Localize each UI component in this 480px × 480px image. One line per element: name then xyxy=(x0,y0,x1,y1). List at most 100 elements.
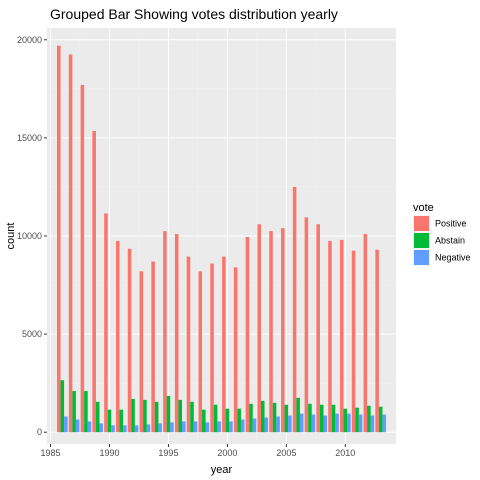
bar-abstain xyxy=(84,391,88,433)
x-tick-label: 1990 xyxy=(99,448,119,458)
bar-abstain xyxy=(213,404,218,433)
bar-positive xyxy=(233,267,238,433)
bar-negative xyxy=(358,414,363,433)
y-tick-label: 15000 xyxy=(17,133,42,143)
bar-abstain xyxy=(166,395,171,433)
bar-positive xyxy=(210,263,214,433)
bar-abstain xyxy=(72,391,76,433)
bar-abstain xyxy=(331,404,336,433)
bar-abstain xyxy=(154,401,159,433)
bar-positive xyxy=(363,234,368,433)
bar-negative xyxy=(123,425,127,433)
legend: vote Positive Abstain Negative xyxy=(413,202,471,266)
bar-positive xyxy=(115,240,120,433)
x-tick-label: 1995 xyxy=(158,448,178,458)
bar-abstain xyxy=(202,409,206,433)
bar-negative xyxy=(193,421,198,433)
bar-negative xyxy=(217,421,221,433)
y-tick-label: 5000 xyxy=(22,329,42,339)
legend-label-negative: Negative xyxy=(435,253,471,263)
bar-positive xyxy=(104,213,108,433)
legend-label-abstain: Abstain xyxy=(435,236,465,246)
bar-positive xyxy=(57,45,61,433)
bar-positive xyxy=(328,240,332,433)
bar-negative xyxy=(252,418,257,433)
x-tick-label: 2005 xyxy=(276,448,296,458)
bar-positive xyxy=(92,131,96,433)
bar-positive xyxy=(351,250,356,433)
bar-positive xyxy=(304,217,309,433)
bar-positive xyxy=(174,234,179,433)
bar-abstain xyxy=(178,399,183,433)
bar-abstain xyxy=(367,405,371,433)
bar-positive xyxy=(151,261,155,433)
bar-negative xyxy=(370,415,375,433)
bar-abstain xyxy=(225,408,230,433)
bar-abstain xyxy=(119,409,124,433)
bar-negative xyxy=(382,414,386,433)
chart-title: Grouped Bar Showing votes distribution y… xyxy=(50,6,338,22)
bar-positive xyxy=(198,271,203,433)
bar-negative xyxy=(182,421,186,433)
bar-negative xyxy=(64,416,68,433)
legend-title: vote xyxy=(413,202,434,214)
axis-ticks: 1985 1990 1995 2000 2005 2010 0 5000 10000 15000 2… xyxy=(17,35,355,458)
bar-positive xyxy=(339,239,344,433)
bar-negative xyxy=(229,421,233,433)
bar-abstain xyxy=(272,402,277,433)
bar-positive xyxy=(269,231,273,433)
bar-abstain xyxy=(319,404,324,433)
x-tick-label: 2010 xyxy=(335,448,355,458)
y-tick-label: 10000 xyxy=(17,231,42,241)
bar-positive xyxy=(163,231,167,433)
legend-swatch-abstain xyxy=(414,233,429,248)
bar-positive xyxy=(292,186,297,433)
bar-negative xyxy=(75,419,80,433)
grid-lines xyxy=(47,28,396,444)
bar-negative xyxy=(335,413,339,433)
bar-abstain xyxy=(237,408,241,433)
bar-abstain xyxy=(107,409,112,433)
bar-positive xyxy=(80,84,85,433)
bar-negative xyxy=(288,415,292,433)
x-axis-title: year xyxy=(211,464,233,476)
bar-negative xyxy=(323,415,328,433)
bar-abstain xyxy=(260,400,265,433)
legend-swatch-negative xyxy=(414,250,429,265)
bar-negative xyxy=(99,423,104,433)
y-tick-label: 20000 xyxy=(17,35,42,45)
bars xyxy=(57,45,386,433)
bar-negative xyxy=(146,424,151,433)
bar-positive xyxy=(139,271,144,433)
bar-abstain xyxy=(60,380,65,433)
bar-abstain xyxy=(249,403,253,433)
bar-abstain xyxy=(95,401,100,433)
bar-positive xyxy=(186,256,191,433)
bar-positive xyxy=(257,224,261,433)
bar-positive xyxy=(222,256,226,433)
bar-negative xyxy=(134,425,139,433)
bar-abstain xyxy=(143,399,147,433)
bar-positive xyxy=(375,249,379,433)
x-tick-label: 1985 xyxy=(41,448,61,458)
bar-negative xyxy=(87,421,92,433)
bar-positive xyxy=(281,228,285,433)
bar-negative xyxy=(264,417,269,433)
bar-abstain xyxy=(378,406,383,433)
bar-abstain xyxy=(308,403,312,433)
bar-abstain xyxy=(355,407,359,433)
bar-negative xyxy=(111,425,115,433)
y-tick-label: 0 xyxy=(37,427,42,437)
bar-negative xyxy=(311,414,316,433)
bar-negative xyxy=(299,413,304,433)
bar-abstain xyxy=(296,397,300,433)
legend-swatch-positive xyxy=(414,216,429,231)
y-axis-title: count xyxy=(5,223,17,250)
bar-positive xyxy=(245,236,250,433)
bar-negative xyxy=(347,413,351,433)
bar-negative xyxy=(170,422,174,433)
bar-positive xyxy=(127,248,132,433)
x-tick-label: 2000 xyxy=(217,448,237,458)
